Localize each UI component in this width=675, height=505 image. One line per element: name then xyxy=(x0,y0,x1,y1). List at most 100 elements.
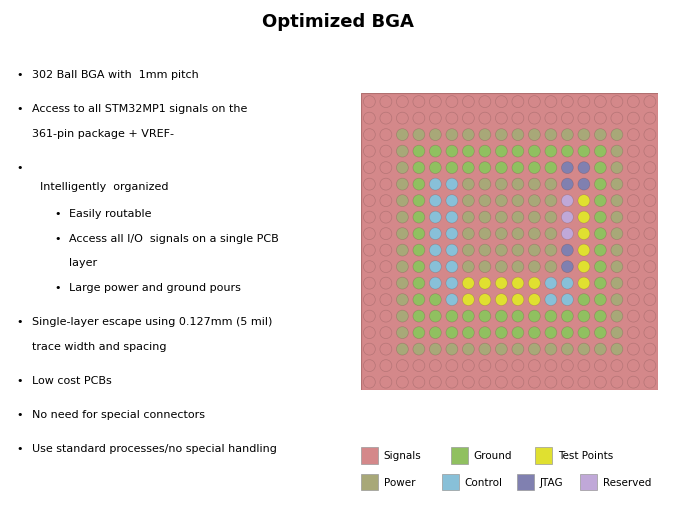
Circle shape xyxy=(545,261,557,273)
Circle shape xyxy=(413,113,425,125)
Circle shape xyxy=(545,278,557,289)
Circle shape xyxy=(512,245,524,257)
Circle shape xyxy=(545,146,557,158)
Circle shape xyxy=(462,245,475,257)
Circle shape xyxy=(628,245,639,257)
Circle shape xyxy=(578,96,590,109)
Circle shape xyxy=(446,376,458,388)
Text: Access all I/O  signals on a single PCB: Access all I/O signals on a single PCB xyxy=(69,233,279,243)
Text: Large power and ground pours: Large power and ground pours xyxy=(69,282,241,292)
Circle shape xyxy=(363,228,375,240)
Circle shape xyxy=(611,327,623,339)
Text: trace width and spacing: trace width and spacing xyxy=(32,341,167,351)
Circle shape xyxy=(495,228,508,240)
Text: Ground: Ground xyxy=(474,450,512,461)
Circle shape xyxy=(363,129,375,141)
Circle shape xyxy=(363,360,375,372)
Circle shape xyxy=(562,113,573,125)
Circle shape xyxy=(611,294,623,306)
Text: Optimized BGA: Optimized BGA xyxy=(261,13,413,31)
Circle shape xyxy=(562,228,573,240)
Circle shape xyxy=(595,261,606,273)
Circle shape xyxy=(644,113,656,125)
Circle shape xyxy=(562,212,573,224)
Circle shape xyxy=(529,212,540,224)
Circle shape xyxy=(413,360,425,372)
Circle shape xyxy=(413,228,425,240)
Circle shape xyxy=(512,376,524,388)
Circle shape xyxy=(644,311,656,322)
Circle shape xyxy=(562,278,573,289)
Circle shape xyxy=(644,327,656,339)
Circle shape xyxy=(562,245,573,257)
Circle shape xyxy=(545,96,557,109)
Circle shape xyxy=(578,212,590,224)
Circle shape xyxy=(512,311,524,322)
Circle shape xyxy=(479,245,491,257)
Circle shape xyxy=(529,343,540,356)
Text: 361-pin package + VREF-: 361-pin package + VREF- xyxy=(32,129,174,138)
Text: Power: Power xyxy=(383,477,415,487)
Circle shape xyxy=(396,228,408,240)
Circle shape xyxy=(413,327,425,339)
Circle shape xyxy=(562,163,573,174)
Circle shape xyxy=(512,96,524,109)
Circle shape xyxy=(628,327,639,339)
Circle shape xyxy=(479,129,491,141)
Circle shape xyxy=(363,146,375,158)
Circle shape xyxy=(611,360,623,372)
Circle shape xyxy=(595,212,606,224)
Circle shape xyxy=(578,294,590,306)
Circle shape xyxy=(396,261,408,273)
Circle shape xyxy=(479,311,491,322)
Circle shape xyxy=(529,179,540,191)
Circle shape xyxy=(578,311,590,322)
Circle shape xyxy=(429,113,441,125)
Circle shape xyxy=(595,163,606,174)
Circle shape xyxy=(578,376,590,388)
Circle shape xyxy=(396,113,408,125)
Circle shape xyxy=(479,376,491,388)
Circle shape xyxy=(363,311,375,322)
Circle shape xyxy=(446,163,458,174)
Text: •: • xyxy=(17,70,24,80)
Circle shape xyxy=(628,343,639,356)
Circle shape xyxy=(644,212,656,224)
Circle shape xyxy=(562,360,573,372)
Circle shape xyxy=(380,163,392,174)
Text: •: • xyxy=(54,233,61,243)
Circle shape xyxy=(512,195,524,207)
Circle shape xyxy=(462,376,475,388)
Circle shape xyxy=(562,195,573,207)
Circle shape xyxy=(512,327,524,339)
Circle shape xyxy=(545,343,557,356)
Circle shape xyxy=(396,146,408,158)
Text: •: • xyxy=(17,104,24,114)
Circle shape xyxy=(611,278,623,289)
Circle shape xyxy=(644,261,656,273)
Circle shape xyxy=(446,212,458,224)
Circle shape xyxy=(462,343,475,356)
Circle shape xyxy=(628,294,639,306)
Circle shape xyxy=(644,294,656,306)
Circle shape xyxy=(462,228,475,240)
Circle shape xyxy=(578,360,590,372)
Text: 302 Ball BGA with  1mm pitch: 302 Ball BGA with 1mm pitch xyxy=(32,70,199,80)
Circle shape xyxy=(512,261,524,273)
Circle shape xyxy=(644,179,656,191)
Circle shape xyxy=(611,212,623,224)
Circle shape xyxy=(380,327,392,339)
Text: •: • xyxy=(17,317,24,326)
Circle shape xyxy=(380,245,392,257)
Circle shape xyxy=(462,278,475,289)
Circle shape xyxy=(495,327,508,339)
Circle shape xyxy=(595,327,606,339)
Circle shape xyxy=(446,96,458,109)
Circle shape xyxy=(413,343,425,356)
Circle shape xyxy=(429,294,441,306)
Circle shape xyxy=(545,129,557,141)
Circle shape xyxy=(479,179,491,191)
Circle shape xyxy=(644,129,656,141)
Text: •: • xyxy=(54,282,61,292)
Circle shape xyxy=(628,228,639,240)
